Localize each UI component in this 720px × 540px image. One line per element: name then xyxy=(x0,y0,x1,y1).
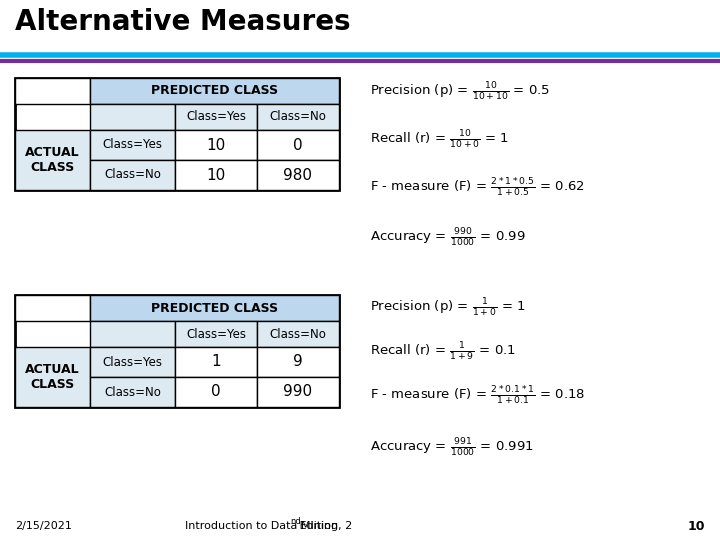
Text: 10: 10 xyxy=(688,519,705,532)
Bar xyxy=(90,347,175,377)
Text: 10: 10 xyxy=(207,167,225,183)
Text: Class=No: Class=No xyxy=(104,386,161,399)
Bar xyxy=(90,78,339,104)
Text: ACTUAL
CLASS: ACTUAL CLASS xyxy=(25,146,80,174)
Text: Class=No: Class=No xyxy=(269,327,326,341)
Bar xyxy=(15,130,90,190)
Bar xyxy=(175,347,257,377)
Text: Recall (r) = $\frac{1}{1+9}$ = 0.1: Recall (r) = $\frac{1}{1+9}$ = 0.1 xyxy=(370,341,516,363)
Bar xyxy=(257,104,339,130)
Bar xyxy=(90,295,339,321)
Bar xyxy=(257,160,339,190)
Bar xyxy=(257,321,339,347)
Bar xyxy=(90,377,175,407)
Text: Class=No: Class=No xyxy=(269,111,326,124)
Text: F - measure (F) = $\frac{2*1*0.5}{1+0.5}$ = 0.62: F - measure (F) = $\frac{2*1*0.5}{1+0.5}… xyxy=(370,177,585,199)
Text: Class=Yes: Class=Yes xyxy=(186,327,246,341)
Text: 0: 0 xyxy=(211,384,221,400)
Text: Accuracy = $\frac{991}{1000}$ = 0.991: Accuracy = $\frac{991}{1000}$ = 0.991 xyxy=(370,437,534,459)
Text: 9: 9 xyxy=(293,354,303,369)
Text: F - measure (F) = $\frac{2*0.1*1}{1+0.1}$ = 0.18: F - measure (F) = $\frac{2*0.1*1}{1+0.1}… xyxy=(370,385,585,407)
Bar xyxy=(90,130,175,160)
Text: Class=No: Class=No xyxy=(104,168,161,181)
Bar xyxy=(15,295,90,321)
Bar xyxy=(175,104,257,130)
Text: Class=Yes: Class=Yes xyxy=(186,111,246,124)
Text: 980: 980 xyxy=(284,167,312,183)
Text: 0: 0 xyxy=(293,138,303,152)
Text: nd: nd xyxy=(290,516,301,525)
Text: PREDICTED CLASS: PREDICTED CLASS xyxy=(151,84,278,98)
Bar xyxy=(15,78,339,190)
Bar xyxy=(175,377,257,407)
Text: Edition: Edition xyxy=(296,521,338,531)
Bar xyxy=(257,377,339,407)
Text: Class=Yes: Class=Yes xyxy=(102,355,163,368)
Bar xyxy=(175,321,257,347)
Bar xyxy=(90,104,175,130)
Text: 990: 990 xyxy=(284,384,312,400)
Bar xyxy=(90,160,175,190)
Bar xyxy=(257,347,339,377)
Text: Precision (p) = $\frac{10}{10+10}$ = 0.5: Precision (p) = $\frac{10}{10+10}$ = 0.5 xyxy=(370,81,550,103)
Text: 10: 10 xyxy=(207,138,225,152)
Bar xyxy=(175,130,257,160)
Text: 2/15/2021: 2/15/2021 xyxy=(15,521,72,531)
Bar xyxy=(15,78,90,104)
Bar xyxy=(90,321,175,347)
Text: Introduction to Data Mining, 2: Introduction to Data Mining, 2 xyxy=(185,521,352,531)
Text: Accuracy = $\frac{990}{1000}$ = 0.99: Accuracy = $\frac{990}{1000}$ = 0.99 xyxy=(370,227,526,249)
Text: Precision (p) = $\frac{1}{1+0}$ = 1: Precision (p) = $\frac{1}{1+0}$ = 1 xyxy=(370,297,526,319)
Text: Alternative Measures: Alternative Measures xyxy=(15,8,351,36)
Text: PREDICTED CLASS: PREDICTED CLASS xyxy=(151,301,278,314)
Text: Recall (r) = $\frac{10}{10+0}$ = 1: Recall (r) = $\frac{10}{10+0}$ = 1 xyxy=(370,129,509,151)
Text: Class=Yes: Class=Yes xyxy=(102,138,163,152)
Text: 1: 1 xyxy=(211,354,221,369)
Bar xyxy=(15,295,339,407)
Bar xyxy=(15,347,90,407)
Text: ACTUAL
CLASS: ACTUAL CLASS xyxy=(25,363,80,391)
Bar xyxy=(175,160,257,190)
Bar xyxy=(257,130,339,160)
